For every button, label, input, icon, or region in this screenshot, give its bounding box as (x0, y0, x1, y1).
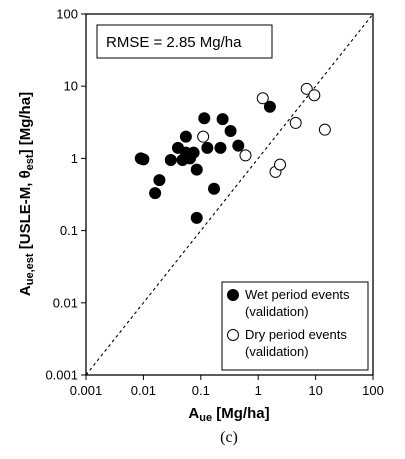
dry-period-point (300, 82, 313, 95)
rmse-annotation: RMSE = 2.85 Mg/ha (106, 34, 242, 51)
wet-period-point (224, 124, 237, 137)
legend-label-dry: Dry period events (245, 327, 347, 342)
wet-period-point (232, 139, 245, 152)
reference-line-group (85, 13, 374, 376)
wet-period-point (190, 163, 203, 176)
legend-label-dry-sub: (validation) (245, 344, 309, 359)
dry-period-point (256, 92, 269, 105)
y-tick-label: 0.001 (45, 368, 78, 383)
dry-period-point (274, 158, 287, 171)
x-tick-label: 0.001 (70, 383, 103, 398)
y-axis-title: Aue,est [USLE-M, θest] [Mg/ha] (17, 92, 36, 296)
dry-period-point (239, 149, 252, 162)
y-axis-title-sub: ue,est (24, 253, 36, 285)
wet-period-point (208, 182, 221, 195)
wet-period-point (201, 141, 214, 154)
legend-marker-wet (227, 289, 239, 301)
x-tick-label: 0.1 (192, 383, 210, 398)
wet-period-point (164, 154, 177, 167)
axis-ticks: 0.001 0.01 0.1 1 10 100 0.001 0.01 0.1 1 10 100 (45, 7, 383, 399)
wet-period-point (149, 187, 162, 200)
legend-label-wet: Wet period events (245, 287, 350, 302)
wet-period-point (214, 141, 227, 154)
x-tick-label: 10 (308, 383, 322, 398)
legend-marker-dry (227, 329, 239, 341)
wet-period-point (190, 211, 203, 224)
x-axis-title: Aue [Mg/ha] (188, 405, 269, 424)
y-tick-label: 100 (56, 7, 78, 22)
y-tick-label: 1 (71, 151, 78, 166)
wet-period-point (153, 174, 166, 187)
wet-period-point (187, 146, 200, 159)
x-tick-label: 0.01 (131, 383, 156, 398)
legend-label-wet-sub: (validation) (245, 304, 309, 319)
y-tick-label: 0.01 (53, 295, 78, 310)
dry-period-point (289, 116, 302, 129)
y-tick-label: 0.1 (60, 223, 78, 238)
wet-period-point (137, 153, 150, 166)
x-tick-label: 1 (255, 383, 262, 398)
figure-caption: (c) (220, 429, 238, 446)
wet-period-point (216, 113, 229, 126)
x-tick-label: 100 (362, 383, 384, 398)
one-to-one-line (85, 13, 374, 376)
dry-period-point (197, 130, 210, 143)
wet-period-point (263, 100, 276, 113)
rmse-box (96, 24, 273, 59)
wet-period-point (179, 130, 192, 143)
legend: Wet period events (validation) Dry perio… (221, 281, 369, 371)
dry-period-point (308, 89, 321, 102)
dry-period-point (318, 123, 331, 136)
data-points (134, 82, 331, 224)
wet-period-point (198, 112, 211, 125)
x-axis-title-sub: ue (199, 412, 212, 424)
y-axis-title-sub2: est (24, 154, 36, 170)
y-tick-label: 10 (64, 79, 78, 94)
legend-box (221, 281, 369, 371)
